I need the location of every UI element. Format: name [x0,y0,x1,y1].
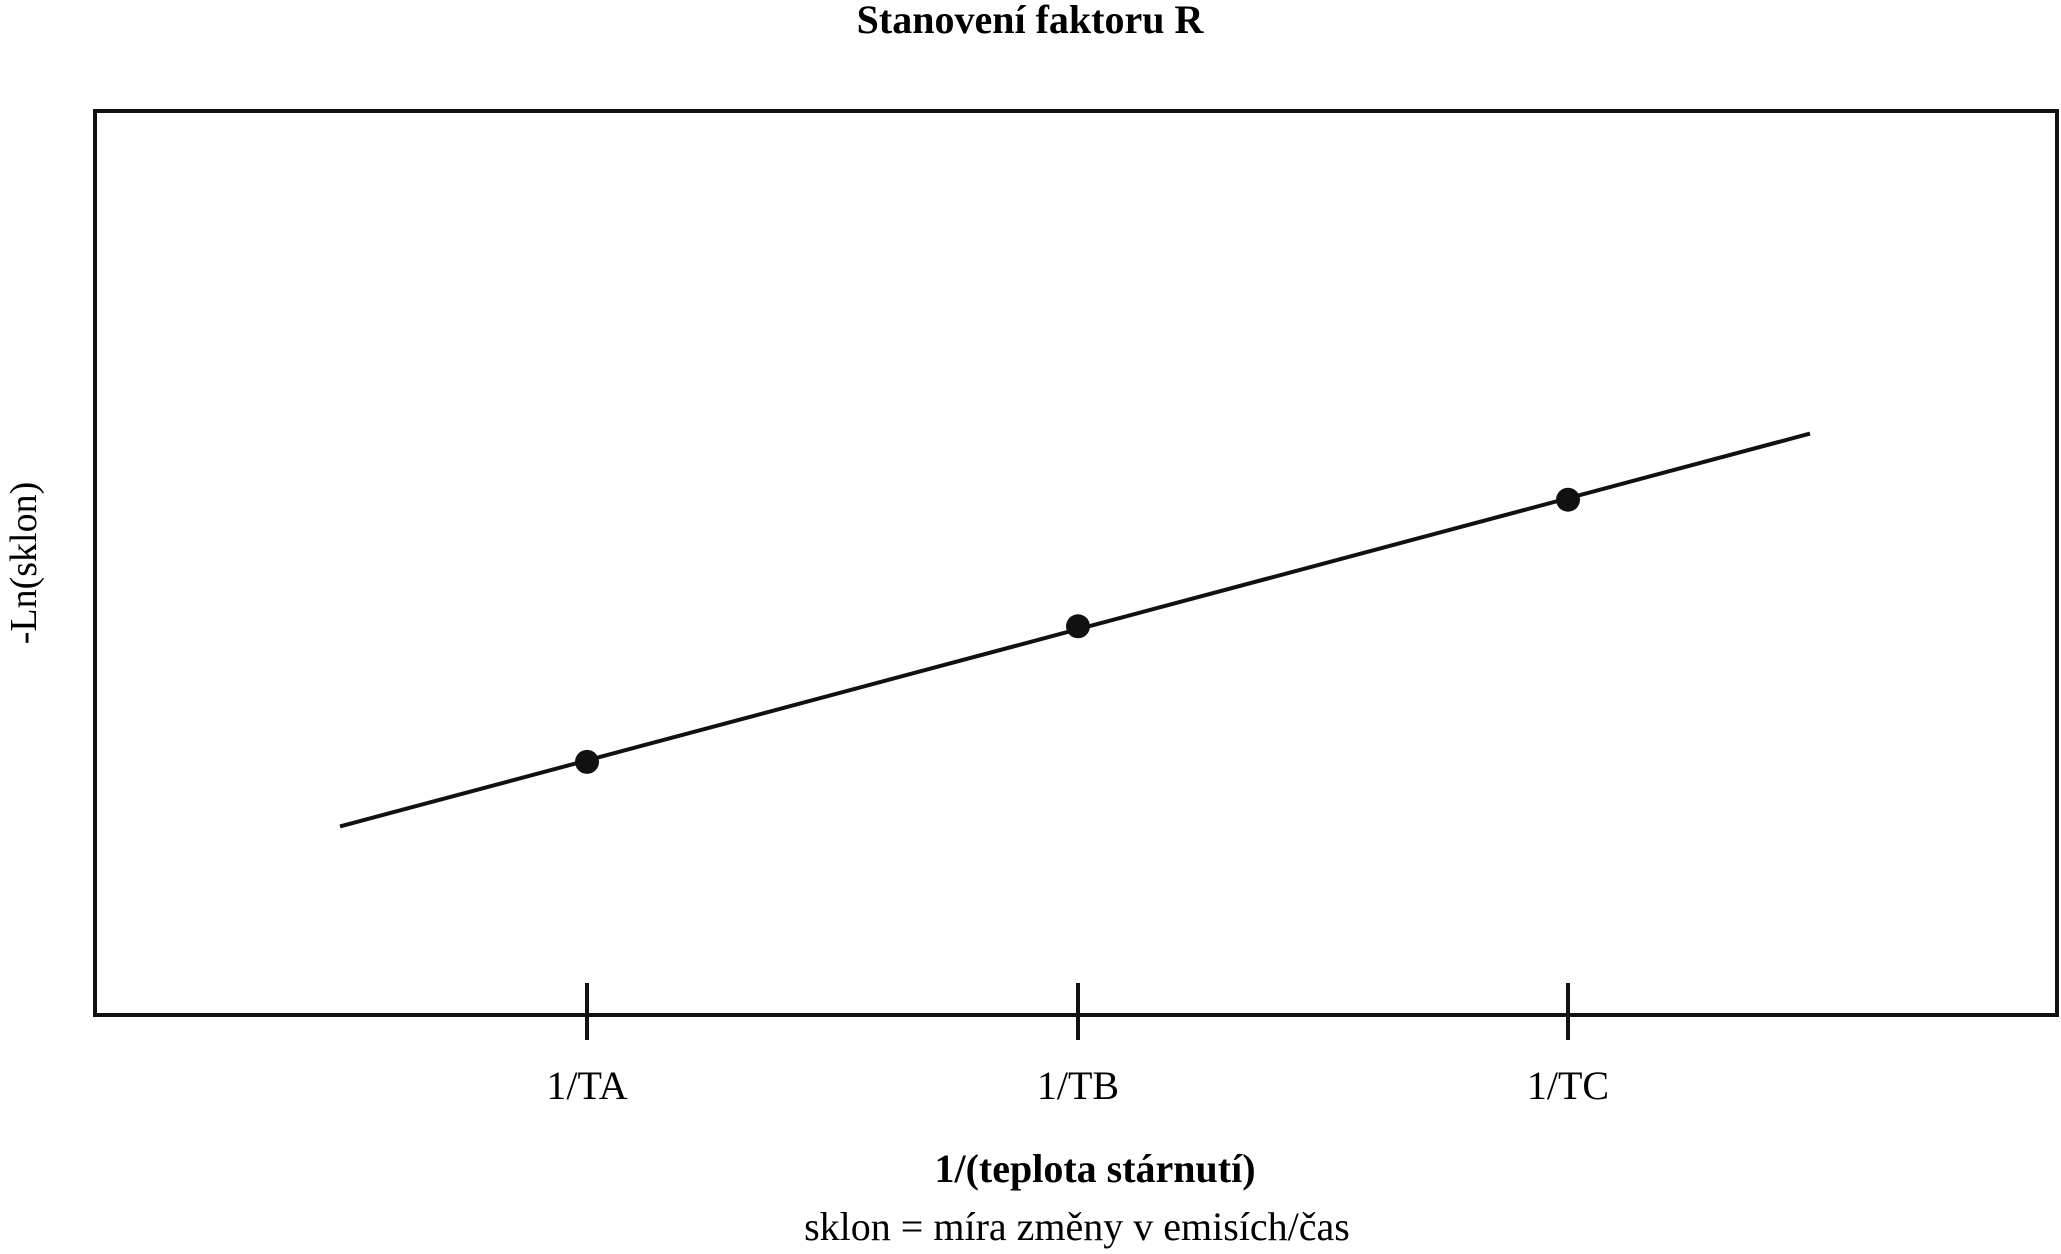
chart-title: Stanovení faktoru R [857,0,1205,42]
data-point [1066,614,1090,639]
plot-frame [93,109,2059,1017]
data-point [1556,487,1580,512]
chart-marks: 1/TA 1/TB 1/TC [339,431,1811,1108]
x-tick-label: 1/TA [546,1063,627,1108]
data-point [575,749,599,774]
y-axis-label: -Ln(sklon) [3,482,45,645]
x-tick-label: 1/TB [1037,1063,1119,1108]
x-tick-label: 1/TC [1527,1063,1609,1108]
x-axis-label: 1/(teplota stárnutí) [934,1146,1255,1191]
chart-footnote: sklon = míra změny v emisích/čas [804,1204,1350,1249]
